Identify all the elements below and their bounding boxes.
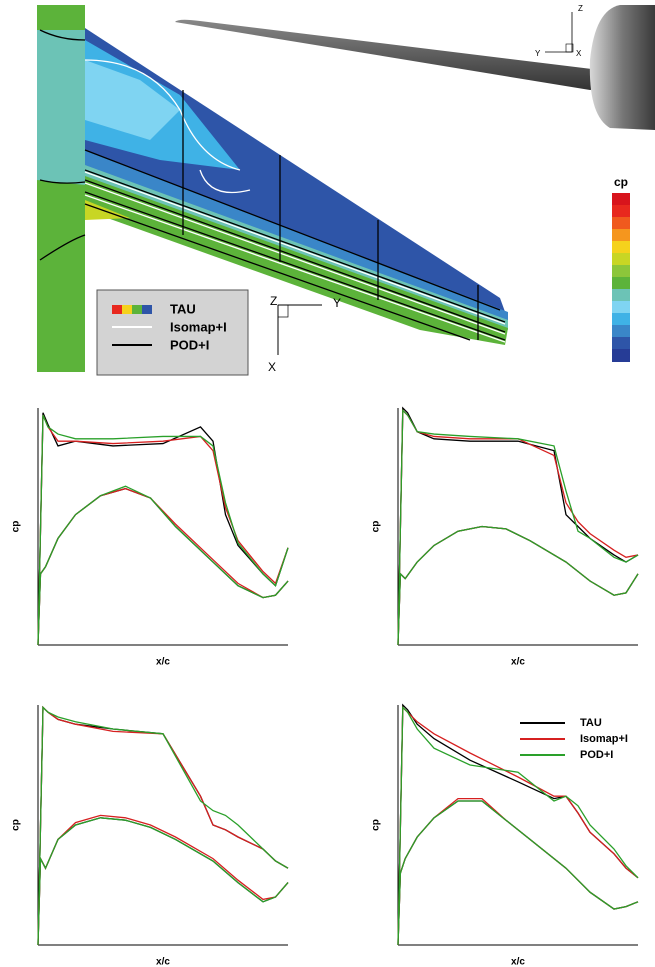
legend-label: POD+I (580, 749, 613, 761)
series-line (38, 707, 288, 945)
triad-box (278, 305, 288, 317)
legend-chip (142, 305, 152, 314)
figure: Z Y X TAU Isomap+I POD+I (0, 0, 655, 967)
contour-plot: TAU Isomap+I POD+I Z Y X cp (37, 5, 630, 375)
series-line (398, 408, 638, 645)
triad-label: Y (535, 49, 541, 58)
y-axis-label: cp (371, 819, 382, 831)
legend-label: Isomap+I (580, 733, 628, 745)
colorbar-swatch (612, 265, 630, 277)
x-axis-label: x/c (511, 957, 525, 967)
triad-label: Z (578, 4, 583, 13)
line-chart: x/c cp (11, 705, 288, 967)
x-axis-label: x/c (156, 657, 170, 668)
series-line (38, 415, 288, 645)
colorbar-swatch (612, 289, 630, 301)
legend-label: TAU (580, 717, 602, 729)
colorbar-swatch (612, 229, 630, 241)
line-chart: x/c cp (11, 408, 288, 668)
y-axis-label: cp (371, 521, 382, 533)
line-chart: x/c cp (371, 408, 638, 668)
legend-label: TAU (170, 301, 196, 316)
series-line (38, 413, 288, 645)
x-axis-label: x/c (156, 957, 170, 967)
series-line (398, 410, 638, 645)
contour-region (37, 30, 85, 185)
fuselage-view (590, 5, 655, 130)
colorbar-swatch (612, 253, 630, 265)
colorbar-title: cp (614, 175, 628, 189)
colorbar-swatch (612, 193, 630, 205)
colorbar-swatch (612, 325, 630, 337)
colorbar-swatch (612, 313, 630, 325)
wing-view (175, 20, 605, 90)
triad-label: Z (270, 294, 277, 308)
legend-chip (112, 305, 122, 314)
line-charts: x/c cp x/c cp x/c cp x/c cp TAU Isomap+I POD+I (11, 408, 638, 967)
y-axis-label: cp (11, 521, 22, 533)
series-line (38, 707, 288, 945)
legend-label: Isomap+I (170, 319, 227, 334)
colorbar-swatch (612, 217, 630, 229)
line-chart: x/c cp TAU Isomap+I POD+I (371, 705, 638, 967)
x-axis-label: x/c (511, 657, 525, 668)
colorbar-swatch (612, 337, 630, 349)
series-line (38, 415, 288, 645)
colorbar-swatch (612, 301, 630, 313)
legend-chip (122, 305, 132, 314)
colorbar-swatch (612, 241, 630, 253)
colorbar-swatch (612, 349, 630, 362)
colorbar-swatch (612, 277, 630, 289)
legend-label: POD+I (170, 337, 209, 352)
triad-label: X (268, 360, 276, 374)
series-line (398, 410, 638, 645)
legend-chip (132, 305, 142, 314)
triad-label: Y (333, 296, 341, 310)
colorbar-swatch (612, 205, 630, 217)
y-axis-label: cp (11, 819, 22, 831)
colorbar (612, 193, 630, 362)
aircraft-view: Z Y X (175, 4, 655, 130)
series-line (38, 707, 288, 945)
triad-label: X (576, 49, 582, 58)
